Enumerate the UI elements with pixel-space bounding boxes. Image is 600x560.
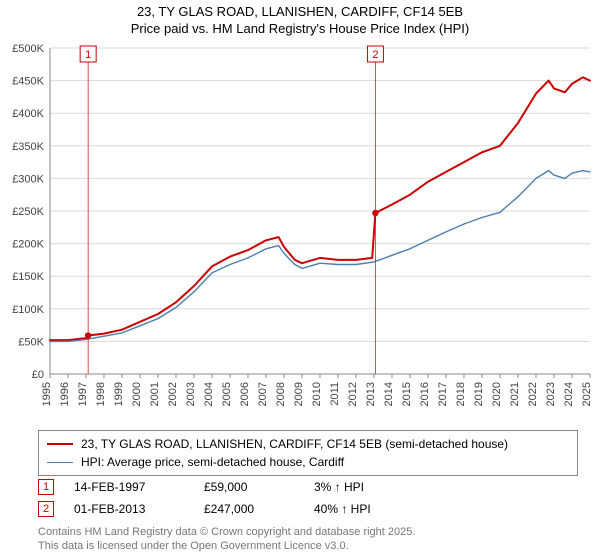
series-hpi xyxy=(50,171,590,342)
y-tick-label: £0 xyxy=(32,369,44,381)
x-tick-label: 2012 xyxy=(347,382,359,406)
series-property xyxy=(50,77,590,340)
event-row: 2 01-FEB-2013 £247,000 40% ↑ HPI xyxy=(38,498,578,520)
legend-label: 23, TY GLAS ROAD, LLANISHEN, CARDIFF, CF… xyxy=(81,435,508,453)
x-tick-label: 2021 xyxy=(509,382,521,406)
legend-item: 23, TY GLAS ROAD, LLANISHEN, CARDIFF, CF… xyxy=(47,435,569,453)
x-tick-label: 1997 xyxy=(77,382,89,406)
y-tick-label: £250K xyxy=(12,206,44,218)
x-tick-label: 1998 xyxy=(95,382,107,406)
legend-swatch xyxy=(47,443,73,445)
title-block: 23, TY GLAS ROAD, LLANISHEN, CARDIFF, CF… xyxy=(0,0,600,38)
event-marker-number: 1 xyxy=(85,49,91,61)
x-tick-label: 2000 xyxy=(131,382,143,406)
x-tick-label: 2001 xyxy=(149,382,161,406)
x-tick-label: 2005 xyxy=(221,382,233,406)
x-tick-label: 2013 xyxy=(365,382,377,406)
event-price: £59,000 xyxy=(204,480,294,494)
x-tick-label: 2015 xyxy=(401,382,413,406)
chart-area: £0 £50K £100K £150K £200K £250K £300K £350K £400… xyxy=(0,42,600,422)
y-tick-label: £450K xyxy=(12,76,44,88)
footer-line-2: This data is licensed under the Open Gov… xyxy=(38,540,415,554)
x-tick-label: 2011 xyxy=(329,382,341,406)
chart-container: 23, TY GLAS ROAD, LLANISHEN, CARDIFF, CF… xyxy=(0,0,600,560)
x-tick-label: 2004 xyxy=(203,382,215,406)
footer-attribution: Contains HM Land Registry data © Crown c… xyxy=(38,526,415,554)
y-tick-label: £200K xyxy=(12,239,44,251)
title-line-2: Price paid vs. HM Land Registry's House … xyxy=(0,21,600,38)
event-date: 01-FEB-2013 xyxy=(74,502,184,516)
event-number-badge: 2 xyxy=(38,501,54,517)
y-tick-label: £400K xyxy=(12,108,44,120)
x-tick-label: 2007 xyxy=(257,382,269,406)
x-tick-label: 2010 xyxy=(311,382,323,406)
x-tick-label: 2018 xyxy=(455,382,467,406)
x-tick-label: 2014 xyxy=(383,382,395,406)
x-tick-label: 2022 xyxy=(527,382,539,406)
footer-line-1: Contains HM Land Registry data © Crown c… xyxy=(38,526,415,540)
x-tick-label: 2024 xyxy=(563,382,575,406)
x-tick-label: 2025 xyxy=(581,382,593,406)
legend-item: HPI: Average price, semi-detached house,… xyxy=(47,453,569,471)
x-tick-label: 2019 xyxy=(473,382,485,406)
x-tick-label: 1995 xyxy=(41,382,53,406)
x-tick-label: 1996 xyxy=(59,382,71,406)
x-tick-label: 2002 xyxy=(167,382,179,406)
y-tick-label: £150K xyxy=(12,271,44,283)
legend-label: HPI: Average price, semi-detached house,… xyxy=(81,453,344,471)
event-number-badge: 1 xyxy=(38,479,54,495)
y-tick-label: £300K xyxy=(12,173,44,185)
x-tick-label: 2016 xyxy=(419,382,431,406)
x-tick-label: 1999 xyxy=(113,382,125,406)
x-tick-label: 2006 xyxy=(239,382,251,406)
line-chart-svg: £0 £50K £100K £150K £200K £250K £300K £350K £400… xyxy=(0,42,600,422)
title-line-1: 23, TY GLAS ROAD, LLANISHEN, CARDIFF, CF… xyxy=(0,4,600,21)
y-tick-label: £100K xyxy=(12,304,44,316)
x-tick-label: 2017 xyxy=(437,382,449,406)
event-row: 1 14-FEB-1997 £59,000 3% ↑ HPI xyxy=(38,476,578,498)
event-marker-number: 2 xyxy=(372,49,378,61)
events-table: 1 14-FEB-1997 £59,000 3% ↑ HPI 2 01-FEB-2013 £… xyxy=(38,476,578,520)
x-tick-label: 2009 xyxy=(293,382,305,406)
x-tick-label: 2023 xyxy=(545,382,557,406)
y-tick-label: £500K xyxy=(12,43,44,55)
event-pct-vs-hpi: 40% ↑ HPI xyxy=(314,502,434,516)
x-tick-label: 2003 xyxy=(185,382,197,406)
x-tick-label: 2020 xyxy=(491,382,503,406)
x-tick-label: 2008 xyxy=(275,382,287,406)
legend-box: 23, TY GLAS ROAD, LLANISHEN, CARDIFF, CF… xyxy=(38,430,578,476)
event-date: 14-FEB-1997 xyxy=(74,480,184,494)
y-tick-label: £350K xyxy=(12,141,44,153)
event-pct-vs-hpi: 3% ↑ HPI xyxy=(314,480,434,494)
legend-swatch xyxy=(47,462,73,463)
event-price: £247,000 xyxy=(204,502,294,516)
y-tick-label: £50K xyxy=(18,336,44,348)
